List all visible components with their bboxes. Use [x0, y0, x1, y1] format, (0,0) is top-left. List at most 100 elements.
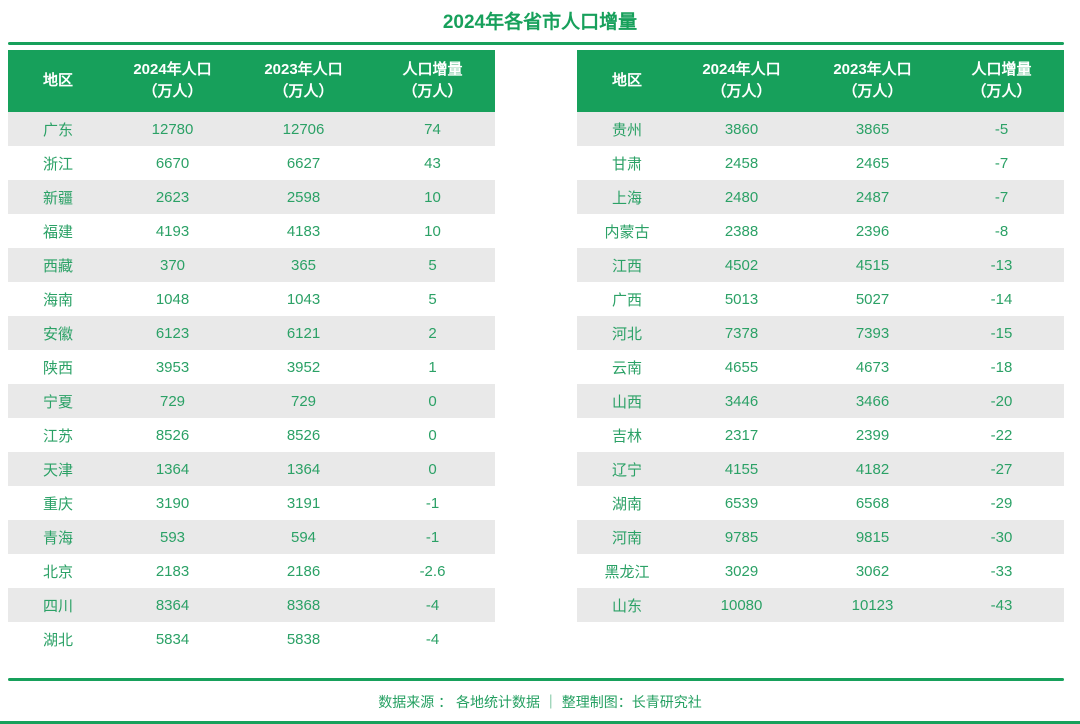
column-header-region: 地区 [577, 50, 677, 112]
value-cell: -2.6 [419, 562, 446, 580]
value-cell: 1043 [286, 290, 321, 308]
table-row: 贵州 3860 3865 -5 [577, 112, 1064, 146]
table-row: 吉林 2317 2399 -22 [577, 418, 1064, 452]
value-cell: 729 [108, 384, 237, 418]
region-cell: 辽宁 [577, 452, 677, 486]
value-cell: 5834 [155, 630, 190, 648]
region-cell: 云南 [611, 359, 642, 377]
value-cell: 3446 [677, 384, 806, 418]
region-cell: 山东 [577, 588, 677, 622]
value-cell: 7378 [677, 316, 806, 350]
value-cell: 2598 [237, 180, 370, 214]
value-cell: -43 [939, 588, 1064, 622]
value-cell: -15 [939, 316, 1064, 350]
value-cell: -5 [939, 112, 1064, 146]
column-header-label: 人口增量 [971, 61, 1032, 78]
region-cell: 河北 [577, 316, 677, 350]
value-cell: 2317 [724, 426, 759, 444]
tables-container: 地区 2024年人口 （万人） 2023年人口 （万人） 人口增量 （万人） [0, 50, 1080, 656]
value-cell: -7 [994, 154, 1009, 172]
region-cell: 山西 [577, 384, 677, 418]
value-cell: 593 [108, 520, 237, 554]
value-cell: 2465 [855, 154, 890, 172]
value-cell: 4193 [155, 222, 190, 240]
region-cell: 河南 [577, 520, 677, 554]
value-cell: 9785 [677, 520, 806, 554]
region-cell: 北京 [42, 563, 73, 581]
table-row: 青海 593 594 -1 [8, 520, 495, 554]
value-cell: 1048 [155, 290, 190, 308]
value-cell: 370 [108, 248, 237, 282]
value-cell: 2396 [855, 222, 890, 240]
value-cell: 3029 [724, 562, 759, 580]
value-cell: -22 [990, 426, 1013, 444]
value-cell: 10 [424, 222, 441, 240]
column-header-label: 人口增量 [402, 61, 463, 78]
value-cell: 10123 [806, 588, 939, 622]
value-cell: 6123 [108, 316, 237, 350]
region-cell: 青海 [8, 520, 108, 554]
column-header-label: 地区 [42, 72, 73, 89]
value-cell: 5013 [724, 290, 759, 308]
column-header-region: 地区 [8, 50, 108, 112]
value-cell: 3190 [155, 494, 190, 512]
region-cell: 宁夏 [8, 384, 108, 418]
value-cell: 2183 [155, 562, 190, 580]
value-cell: 594 [237, 520, 370, 554]
population-table-right: 地区 2024年人口 （万人） 2023年人口 （万人） 人口增量 （万人） [577, 50, 1064, 622]
region-cell: 江苏 [42, 427, 73, 445]
value-cell: 2458 [724, 154, 759, 172]
value-cell: 2399 [855, 426, 890, 444]
table-header: 地区 2024年人口 （万人） 2023年人口 （万人） 人口增量 （万人） [8, 50, 495, 112]
region-cell: 广东 [8, 112, 108, 146]
column-header-2023: 2023年人口 （万人） [237, 50, 370, 112]
value-cell: 1364 [237, 452, 370, 486]
value-cell: -27 [939, 452, 1064, 486]
value-cell: 0 [370, 384, 495, 418]
value-cell: -7 [939, 180, 1064, 214]
table-row: 江苏 8526 8526 0 [8, 418, 495, 452]
value-cell: -18 [990, 358, 1013, 376]
table-body: 广东 12780 12706 74 浙江 6670 6627 43 新疆 2623 2598 10 福建… [8, 112, 495, 656]
column-header-unit: （万人） [971, 83, 1032, 100]
value-cell: 5027 [855, 290, 890, 308]
value-cell: 8526 [286, 426, 321, 444]
value-cell: 8364 [108, 588, 237, 622]
value-cell: -1 [370, 520, 495, 554]
column-header-unit: （万人） [842, 83, 903, 100]
value-cell: 4155 [677, 452, 806, 486]
region-cell: 上海 [577, 180, 677, 214]
table-row: 重庆 3190 3191 -1 [8, 486, 495, 520]
header-row: 地区 2024年人口 （万人） 2023年人口 （万人） 人口增量 （万人） [577, 50, 1064, 112]
region-cell: 海南 [42, 291, 73, 309]
column-header-unit: （万人） [711, 83, 772, 100]
page-title: 2024年各省市人口增量 [442, 12, 638, 33]
value-cell: 4183 [286, 222, 321, 240]
value-cell: 1364 [108, 452, 237, 486]
value-cell: -4 [370, 588, 495, 622]
value-cell: -4 [425, 630, 440, 648]
value-cell: -1 [425, 494, 440, 512]
table-row: 河北 7378 7393 -15 [577, 316, 1064, 350]
table-row: 福建 4193 4183 10 [8, 214, 495, 248]
table-row: 广东 12780 12706 74 [8, 112, 495, 146]
value-cell: 3062 [855, 562, 890, 580]
value-cell: 5838 [286, 630, 321, 648]
table-row: 山西 3446 3466 -20 [577, 384, 1064, 418]
table-row: 内蒙古 2388 2396 -8 [577, 214, 1064, 248]
value-cell: 10 [370, 180, 495, 214]
value-cell: 6627 [286, 154, 321, 172]
value-cell: 3865 [806, 112, 939, 146]
column-header-unit: （万人） [402, 83, 463, 100]
value-cell: -13 [939, 248, 1064, 282]
table-header: 地区 2024年人口 （万人） 2023年人口 （万人） 人口增量 （万人） [577, 50, 1064, 112]
value-cell: 9815 [806, 520, 939, 554]
value-cell: 10080 [677, 588, 806, 622]
value-cell: 0 [428, 426, 437, 444]
footer-divider [8, 678, 1064, 681]
region-cell: 江西 [577, 248, 677, 282]
table-row: 山东 10080 10123 -43 [577, 588, 1064, 622]
table-row: 甘肃 2458 2465 -7 [577, 146, 1064, 180]
region-cell: 西藏 [8, 248, 108, 282]
value-cell: 3952 [286, 358, 321, 376]
